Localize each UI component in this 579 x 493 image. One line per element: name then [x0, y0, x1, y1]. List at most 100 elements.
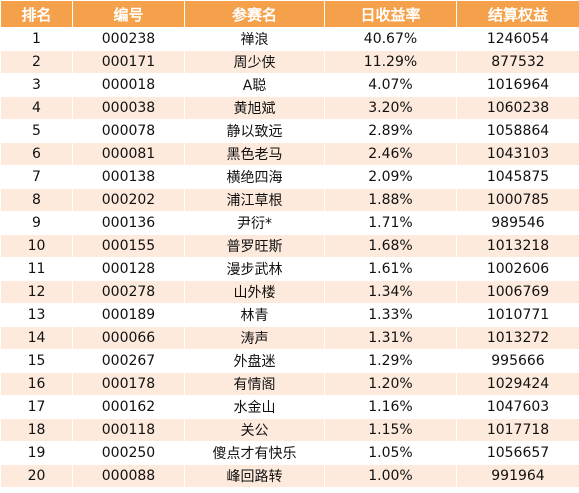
cell-equity: 1013272: [456, 326, 579, 350]
cell-daily-return: 1.16%: [324, 395, 457, 419]
cell-code: 000178: [72, 372, 185, 396]
cell-code: 000136: [72, 211, 185, 235]
cell-code: 000155: [72, 234, 185, 258]
cell-daily-return: 1.00%: [324, 464, 457, 488]
cell-equity: 1010771: [456, 303, 579, 327]
header-equity: 结算权益: [456, 0, 579, 28]
cell-rank: 1: [0, 27, 73, 51]
cell-daily-return: 1.68%: [324, 234, 457, 258]
cell-daily-return: 40.67%: [324, 27, 457, 51]
cell-daily-return: 1.88%: [324, 188, 457, 212]
header-rank: 排名: [0, 0, 73, 28]
cell-code: 000128: [72, 257, 185, 281]
cell-rank: 6: [0, 142, 73, 166]
cell-daily-return: 2.09%: [324, 165, 457, 189]
cell-daily-return: 4.07%: [324, 73, 457, 97]
header-daily-return: 日收益率: [324, 0, 457, 28]
cell-rank: 7: [0, 165, 73, 189]
cell-name: 峰回路转: [184, 464, 325, 488]
table-row: 3 000018 A聪 4.07% 1016964: [0, 73, 579, 97]
cell-daily-return: 11.29%: [324, 50, 457, 74]
cell-daily-return: 1.33%: [324, 303, 457, 327]
cell-equity: 1246054: [456, 27, 579, 51]
cell-name: 山外楼: [184, 280, 325, 304]
cell-rank: 13: [0, 303, 73, 327]
cell-rank: 11: [0, 257, 73, 281]
cell-equity: 877532: [456, 50, 579, 74]
table-row: 10 000155 普罗旺斯 1.68% 1013218: [0, 234, 579, 258]
cell-name: 关公: [184, 418, 325, 442]
cell-daily-return: 1.61%: [324, 257, 457, 281]
table-row: 4 000038 黄旭斌 3.20% 1060238: [0, 96, 579, 120]
cell-rank: 12: [0, 280, 73, 304]
cell-name: 浦江草根: [184, 188, 325, 212]
cell-code: 000171: [72, 50, 185, 74]
cell-daily-return: 1.71%: [324, 211, 457, 235]
cell-name: 涛声: [184, 326, 325, 350]
cell-name: 普罗旺斯: [184, 234, 325, 258]
cell-name: A聪: [184, 73, 325, 97]
cell-code: 000078: [72, 119, 185, 143]
cell-equity: 1029424: [456, 372, 579, 396]
table-row: 18 000118 关公 1.15% 1017718: [0, 418, 579, 442]
cell-daily-return: 1.29%: [324, 349, 457, 373]
cell-equity: 1013218: [456, 234, 579, 258]
cell-daily-return: 1.31%: [324, 326, 457, 350]
cell-rank: 20: [0, 464, 73, 488]
cell-code: 000238: [72, 27, 185, 51]
table-row: 2 000171 周少侠 11.29% 877532: [0, 50, 579, 74]
cell-code: 000162: [72, 395, 185, 419]
table-row: 8 000202 浦江草根 1.88% 1000785: [0, 188, 579, 212]
header-row: 排名 编号 参赛名 日收益率 结算权益: [0, 0, 579, 28]
table-row: 15 000267 外盘迷 1.29% 995666: [0, 349, 579, 373]
cell-equity: 1006769: [456, 280, 579, 304]
cell-name: 外盘迷: [184, 349, 325, 373]
cell-rank: 17: [0, 395, 73, 419]
cell-code: 000118: [72, 418, 185, 442]
cell-code: 000189: [72, 303, 185, 327]
cell-equity: 991964: [456, 464, 579, 488]
cell-rank: 19: [0, 441, 73, 465]
table-row: 1 000238 禅浪 40.67% 1246054: [0, 27, 579, 51]
cell-code: 000278: [72, 280, 185, 304]
header-name: 参赛名: [184, 0, 325, 28]
table-row: 12 000278 山外楼 1.34% 1006769: [0, 280, 579, 304]
cell-name: 林青: [184, 303, 325, 327]
cell-daily-return: 1.34%: [324, 280, 457, 304]
cell-rank: 10: [0, 234, 73, 258]
cell-code: 000267: [72, 349, 185, 373]
cell-equity: 1000785: [456, 188, 579, 212]
cell-rank: 9: [0, 211, 73, 235]
cell-name: 禅浪: [184, 27, 325, 51]
cell-daily-return: 3.20%: [324, 96, 457, 120]
cell-rank: 5: [0, 119, 73, 143]
cell-name: 静以致远: [184, 119, 325, 143]
cell-equity: 1056657: [456, 441, 579, 465]
cell-name: 傻点才有快乐: [184, 441, 325, 465]
cell-equity: 1016964: [456, 73, 579, 97]
cell-name: 水金山: [184, 395, 325, 419]
cell-code: 000250: [72, 441, 185, 465]
cell-daily-return: 2.46%: [324, 142, 457, 166]
cell-name: 尹衍*: [184, 211, 325, 235]
cell-name: 周少侠: [184, 50, 325, 74]
cell-daily-return: 1.20%: [324, 372, 457, 396]
cell-code: 000038: [72, 96, 185, 120]
table-row: 14 000066 涛声 1.31% 1013272: [0, 326, 579, 350]
table-row: 19 000250 傻点才有快乐 1.05% 1056657: [0, 441, 579, 465]
cell-name: 横绝四海: [184, 165, 325, 189]
table-row: 20 000088 峰回路转 1.00% 991964: [0, 464, 579, 488]
cell-code: 000202: [72, 188, 185, 212]
cell-name: 漫步武林: [184, 257, 325, 281]
table-row: 16 000178 有情阁 1.20% 1029424: [0, 372, 579, 396]
cell-equity: 995666: [456, 349, 579, 373]
cell-code: 000138: [72, 165, 185, 189]
cell-code: 000018: [72, 73, 185, 97]
cell-equity: 1047603: [456, 395, 579, 419]
cell-equity: 1002606: [456, 257, 579, 281]
cell-rank: 8: [0, 188, 73, 212]
table-body: 1 000238 禅浪 40.67% 1246054 2 000171 周少侠 11.29% 87…: [0, 27, 579, 488]
cell-rank: 4: [0, 96, 73, 120]
cell-name: 黑色老马: [184, 142, 325, 166]
cell-equity: 1017718: [456, 418, 579, 442]
